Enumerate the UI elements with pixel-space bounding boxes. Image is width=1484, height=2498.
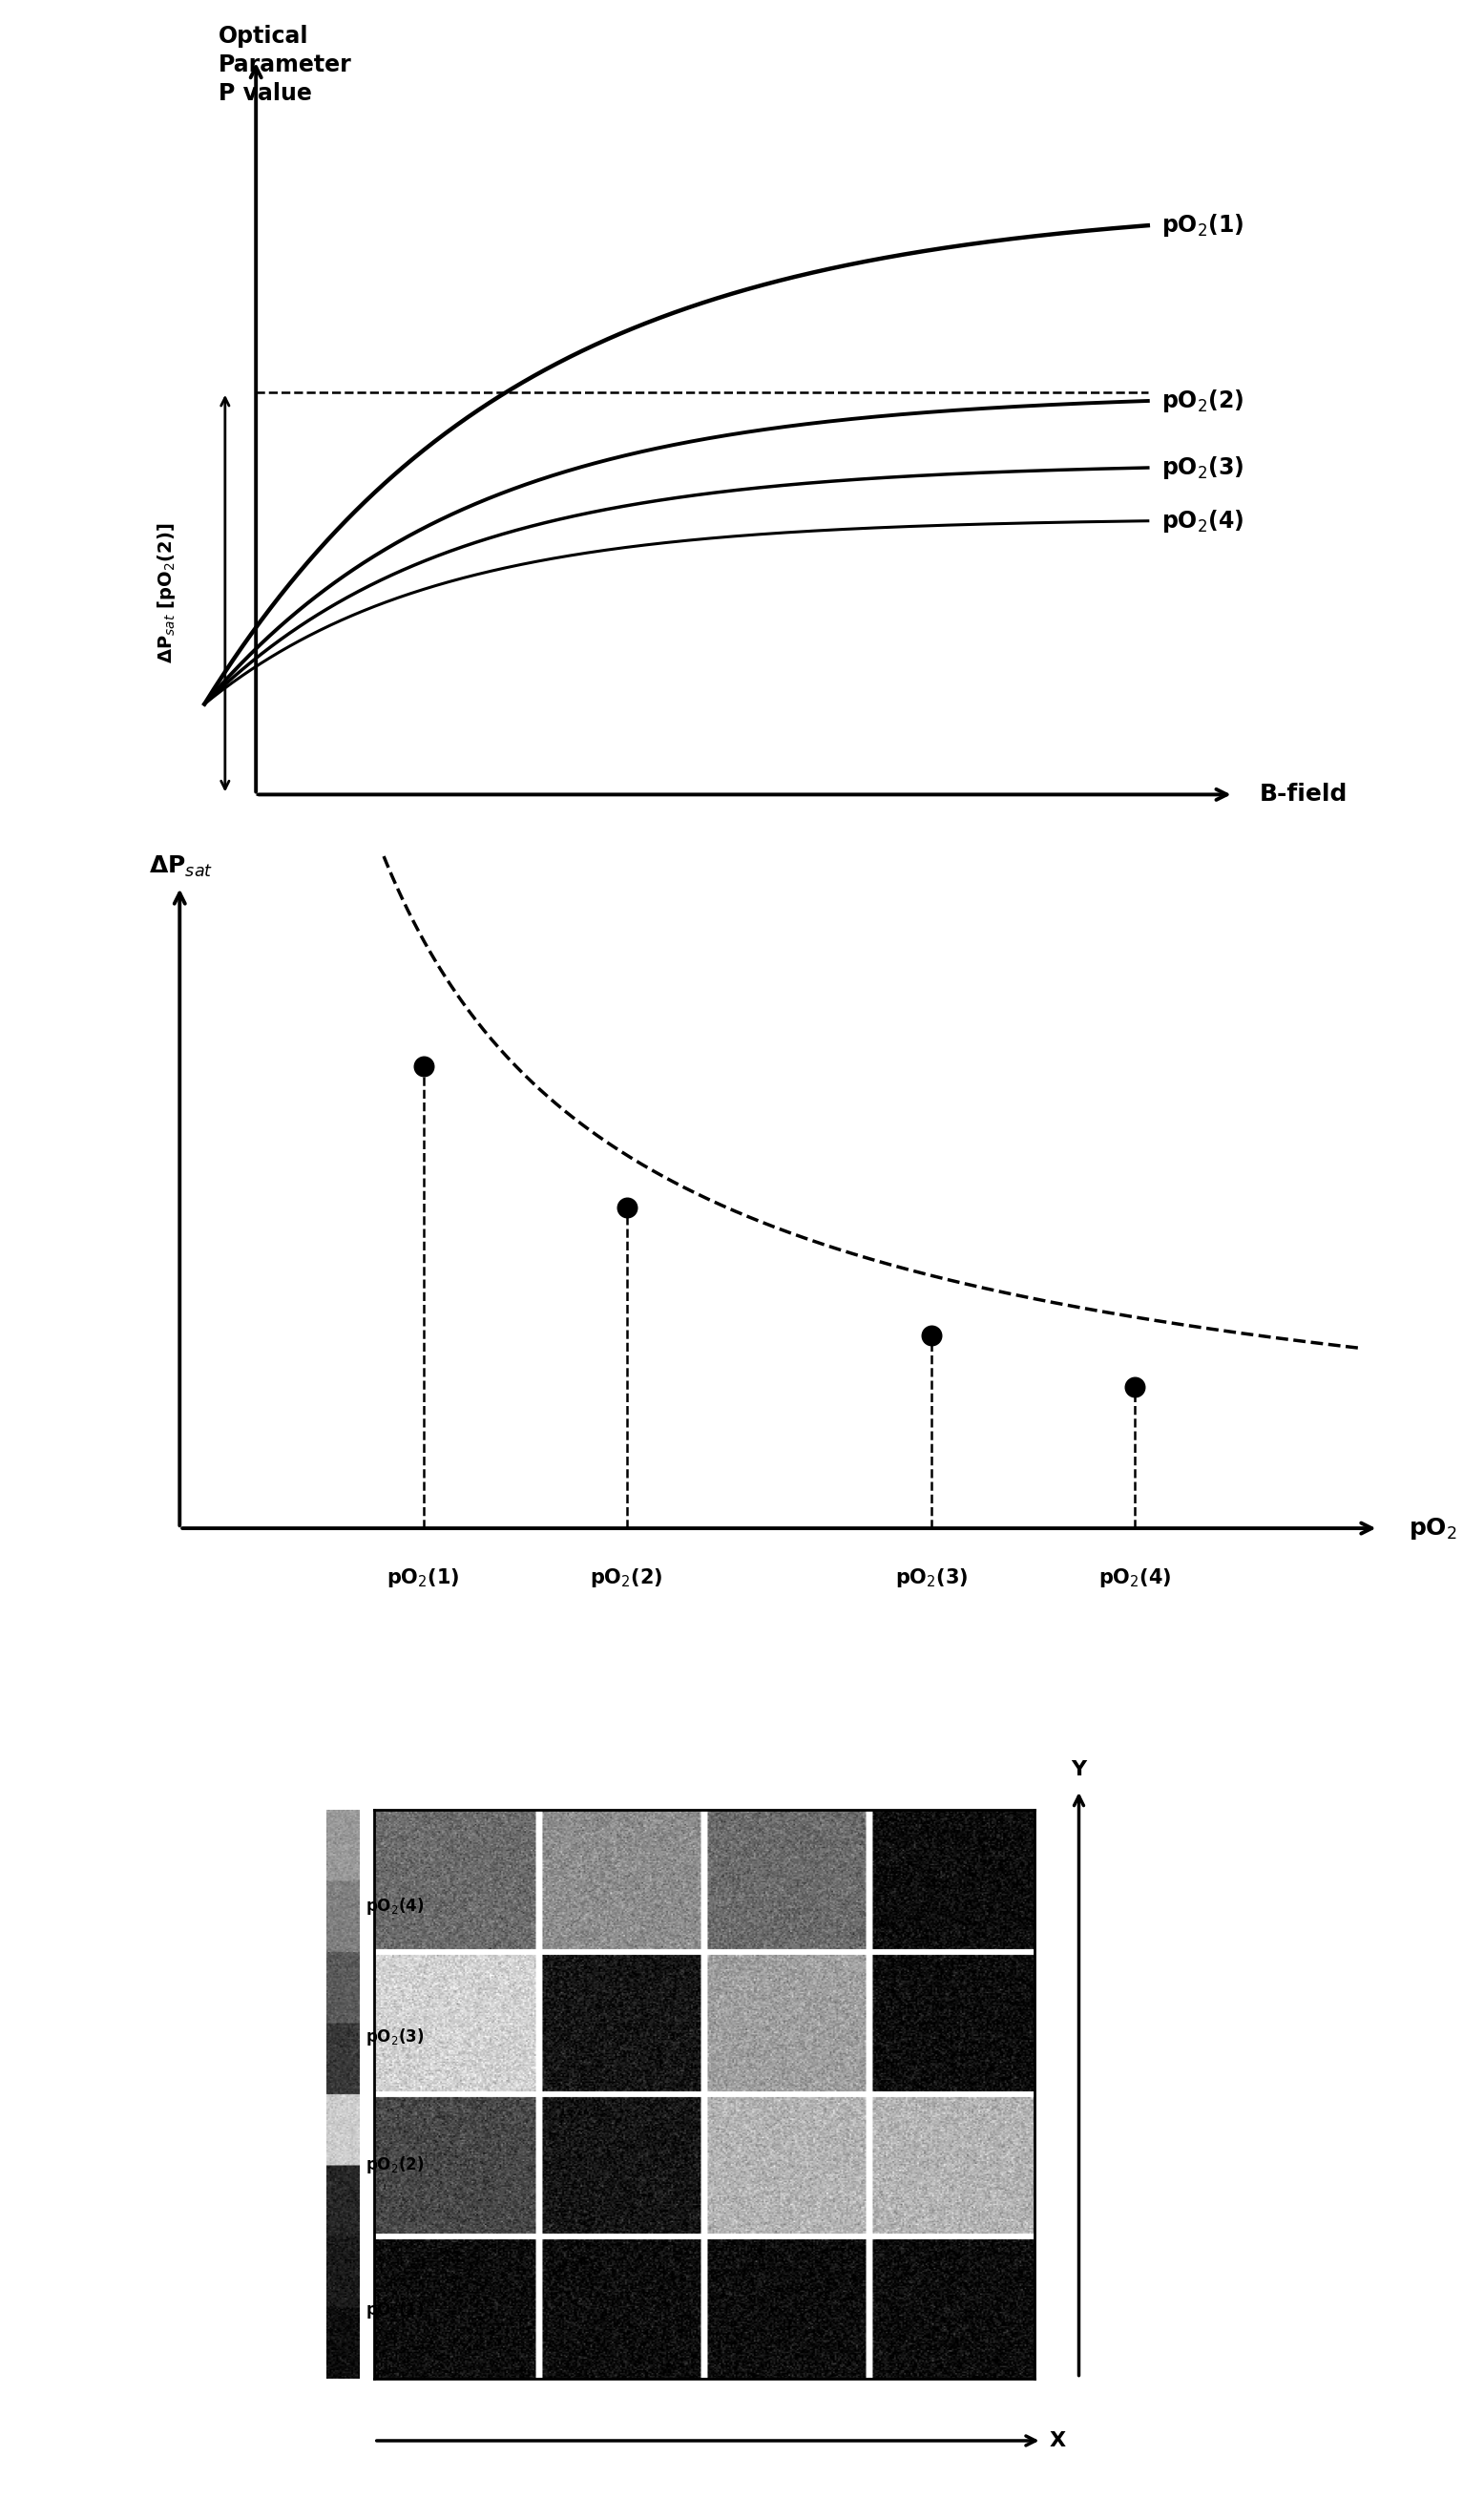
Point [1123, 1366, 1147, 1406]
Text: Figure 3A: Figure 3A [693, 909, 865, 942]
Text: pO$_2$: pO$_2$ [1408, 1516, 1457, 1541]
Text: pO$_2$(2): pO$_2$(2) [1162, 387, 1244, 415]
Text: X: X [1049, 2431, 1066, 2451]
Text: pO$_2$(3): pO$_2$(3) [895, 1566, 968, 1589]
Point [920, 1316, 944, 1356]
Text: Y: Y [1071, 1761, 1086, 1779]
Text: pO$_2$(1): pO$_2$(1) [365, 2301, 423, 2321]
Text: ΔP$_{sat}$: ΔP$_{sat}$ [150, 854, 214, 879]
Text: B-field: B-field [1260, 782, 1347, 807]
Text: ΔP$_{sat}$ [pO$_2$(2)]: ΔP$_{sat}$ [pO$_2$(2)] [156, 522, 178, 664]
Text: pO$_2$(4): pO$_2$(4) [1098, 1566, 1171, 1589]
Text: Figure 3B: Figure 3B [693, 1754, 865, 1786]
Text: pO$_2$(2): pO$_2$(2) [365, 2156, 423, 2176]
Text: pO$_2$(1): pO$_2$(1) [387, 1566, 460, 1589]
Text: pO$_2$(1): pO$_2$(1) [1162, 212, 1244, 240]
Point [411, 1047, 435, 1087]
Text: pO$_2$(4): pO$_2$(4) [1162, 507, 1244, 535]
Text: pO$_2$(3): pO$_2$(3) [365, 2026, 423, 2048]
Text: pO$_2$(4): pO$_2$(4) [365, 1896, 423, 1916]
Text: Optical
Parameter
P value: Optical Parameter P value [218, 25, 352, 105]
Text: pO$_2$(2): pO$_2$(2) [591, 1566, 663, 1589]
Point [614, 1187, 638, 1227]
Text: pO$_2$(3): pO$_2$(3) [1162, 455, 1244, 482]
